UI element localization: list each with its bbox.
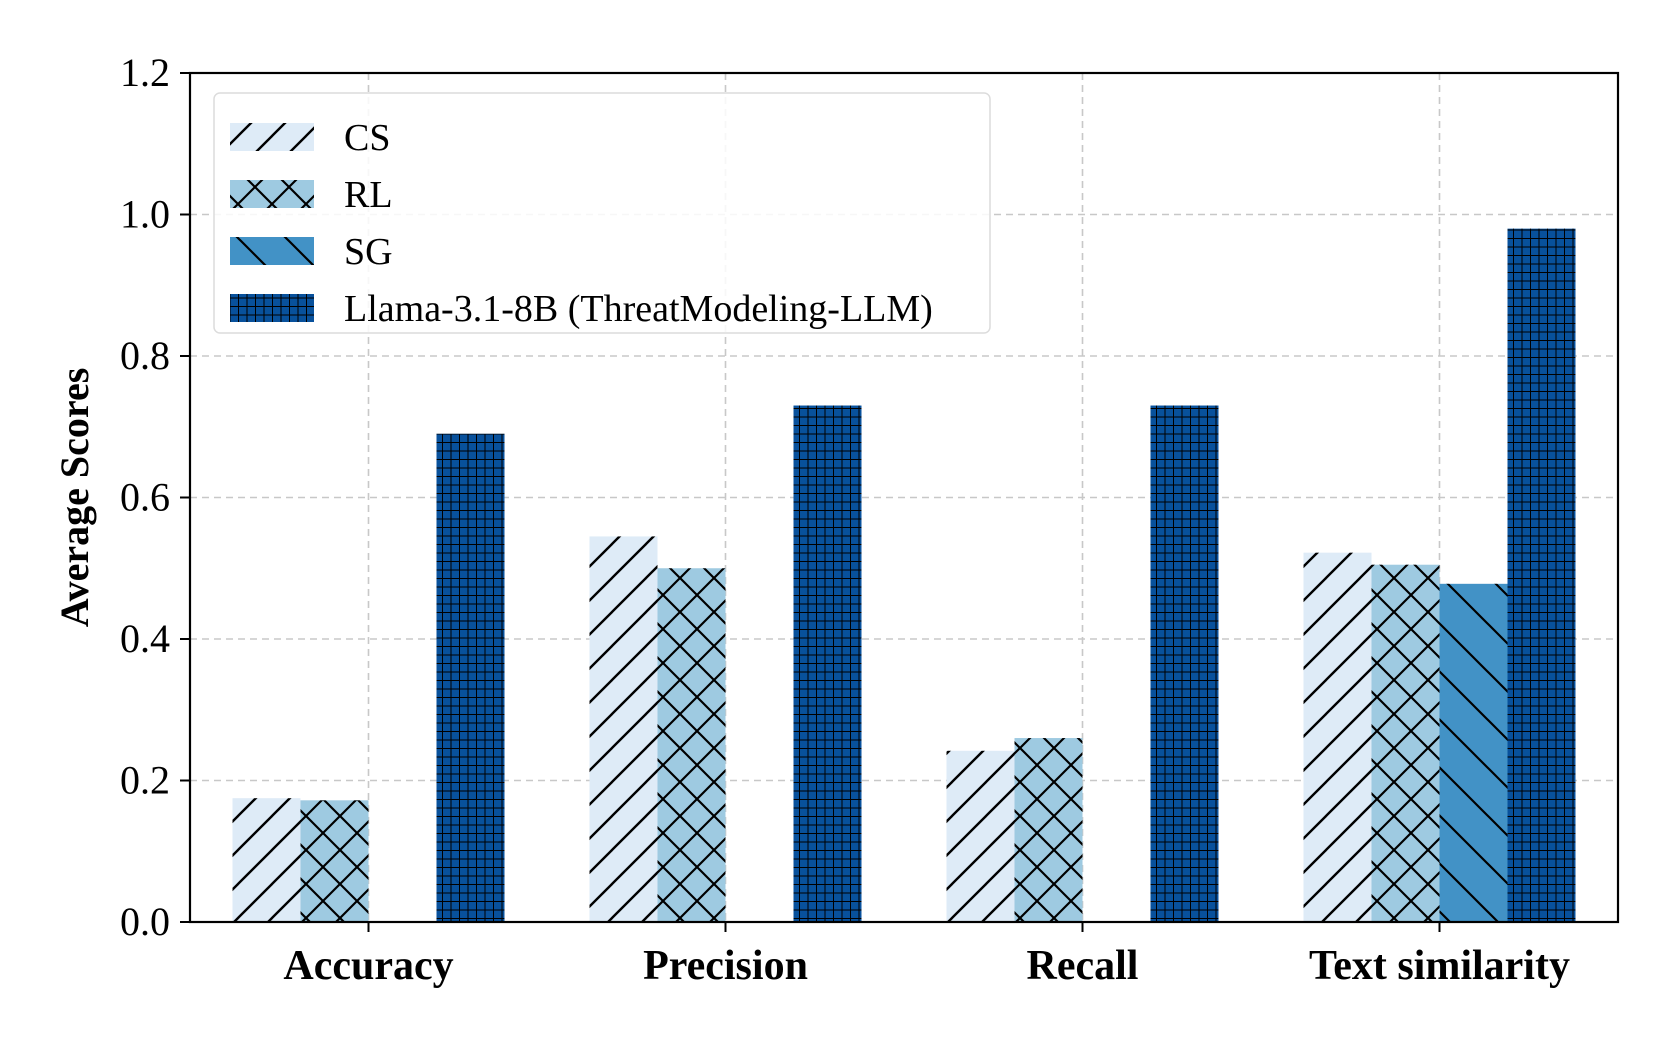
y-axis-title: Average Scores [52,368,97,628]
bar-cs-recall-hatch [946,750,1015,922]
legend-label-sg: SG [344,231,393,273]
x-tick-label-text-similarity: Text similarity [1309,943,1570,989]
plot-frame [188,71,1620,924]
bar-rl-recall-hatch [1014,738,1083,922]
legend-swatch-rl-hatch [230,180,314,208]
legend-swatch-sg-hatch [230,237,314,265]
legend-label-rl: RL [344,174,393,216]
legend-label-llama: Llama-3.1-8B (ThreatModeling-LLM) [344,288,933,330]
bar-cs-precision-hatch [589,536,658,922]
bar-llama-text-similarity-hatch [1507,228,1576,922]
bar-rl-precision-hatch [657,568,726,922]
legend-swatch-cs-hatch [230,123,314,151]
y-tick-label: 0.0 [120,899,170,944]
y-tick-label: 0.6 [120,475,170,520]
bar-rl-text-similarity-hatch [1371,564,1440,922]
legend-frame [213,92,991,334]
bar-llama-accuracy-hatch [436,433,505,922]
legend-label-cs: CS [344,117,390,159]
y-tick-label: 0.8 [120,333,170,378]
y-tick-label: 1.0 [120,192,170,237]
legend-swatch-llama-hatch [230,294,314,322]
y-tick-label: 0.2 [120,758,170,803]
bars [232,228,1576,922]
axes: 0.0 0.2 0.4 0.6 0.8 1.0 1.2 Accuracy Precision Re… [52,50,1620,989]
bar-cs-accuracy-hatch [232,798,301,922]
bar-rl-accuracy-hatch [300,800,369,922]
legend: CS RL SG Llama-3.1-8B (ThreatModeling-LLM) [213,92,991,334]
x-tick-label-precision: Precision [643,943,808,989]
bar-sg-text-similarity-hatch [1439,583,1508,922]
bar-llama-recall-hatch [1150,405,1219,922]
y-tick-label: 1.2 [120,50,170,95]
y-tick-label: 0.4 [120,616,170,661]
x-tick-label-accuracy: Accuracy [283,943,453,989]
x-tick-label-recall: Recall [1027,943,1139,989]
bar-llama-precision-hatch [793,405,862,922]
bar-cs-text-similarity-hatch [1303,552,1372,922]
